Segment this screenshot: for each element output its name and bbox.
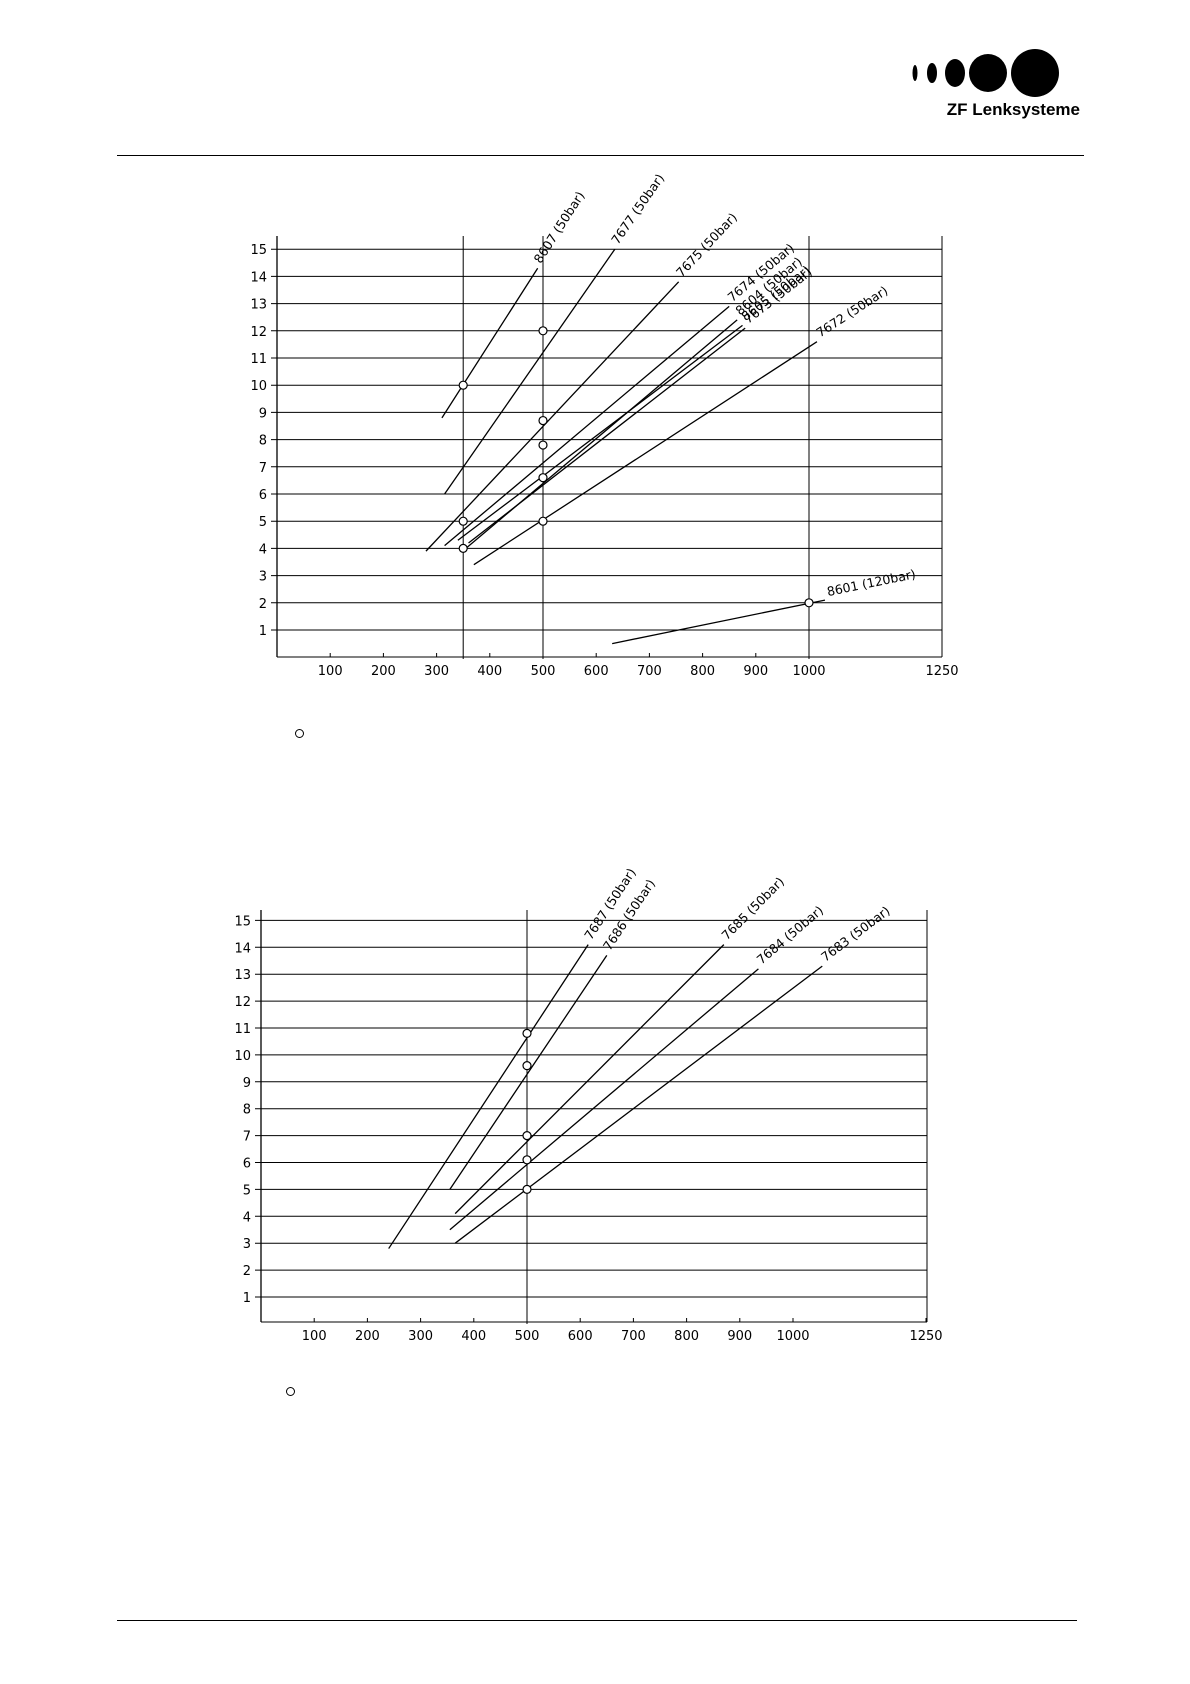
y-tick-label: 6 — [243, 1157, 251, 1172]
y-tick-label: 11 — [250, 352, 267, 367]
x-tick-label: 200 — [355, 1329, 380, 1344]
series-label-group: 7683 (50bar) — [818, 903, 893, 964]
y-tick-label: 5 — [259, 515, 267, 530]
y-tick-label: 11 — [234, 1022, 251, 1037]
y-tick-label: 3 — [243, 1237, 251, 1252]
x-tick-label: 1250 — [925, 664, 958, 679]
series-marker — [804, 598, 814, 608]
zf-logo: ZF Lenksysteme — [900, 48, 1080, 123]
series-marker — [522, 1184, 532, 1195]
series-marker — [538, 516, 548, 526]
series-line — [444, 248, 616, 495]
y-tick-label: 10 — [234, 1049, 251, 1064]
series-line — [473, 341, 818, 566]
x-tick-label: 800 — [690, 664, 715, 679]
series-marker — [538, 326, 548, 336]
logo-text: ZF Lenksysteme — [946, 100, 1080, 119]
x-tick-label: 900 — [743, 664, 768, 679]
x-tick-label: 600 — [584, 664, 609, 679]
x-tick-label: 400 — [461, 1329, 486, 1344]
series-marker — [458, 516, 468, 526]
series-line — [441, 267, 539, 419]
series-line — [449, 968, 759, 1231]
x-tick-label: 100 — [302, 1329, 327, 1344]
y-tick-label: 6 — [259, 488, 267, 503]
series-marker — [522, 1061, 532, 1071]
series-label: 7684 (50bar) — [754, 903, 826, 968]
series-marker — [458, 543, 468, 554]
series-marker — [538, 473, 548, 483]
series-marker — [522, 1130, 532, 1141]
series-line — [454, 965, 823, 1244]
series-line — [449, 955, 608, 1190]
x-tick-label: 1000 — [792, 664, 825, 679]
x-tick-label: 1000 — [776, 1329, 809, 1344]
x-tick-label: 300 — [424, 664, 449, 679]
x-tick-label: 500 — [531, 664, 556, 679]
y-tick-label: 1 — [259, 624, 267, 639]
y-tick-label: 12 — [250, 325, 267, 340]
y-tick-label: 2 — [259, 597, 267, 612]
x-tick-label: 700 — [637, 664, 662, 679]
x-tick-label: 700 — [621, 1329, 646, 1344]
legend-circle-marker-bottom — [286, 1387, 295, 1396]
y-tick-label: 14 — [250, 270, 267, 285]
series-marker — [538, 415, 548, 426]
series-marker — [458, 380, 468, 390]
y-tick-label: 15 — [250, 243, 267, 258]
series-line — [388, 944, 589, 1249]
y-tick-label: 8 — [259, 434, 267, 449]
footer-rule — [117, 1620, 1077, 1621]
logo-dots-icon — [912, 49, 1059, 97]
y-tick-label: 15 — [234, 914, 251, 929]
y-tick-label: 10 — [250, 379, 267, 394]
x-tick-label: 100 — [318, 664, 343, 679]
series-marker — [538, 440, 548, 450]
y-tick-label: 2 — [243, 1264, 251, 1279]
y-tick-label: 7 — [243, 1130, 251, 1145]
series-label: 7685 (50bar) — [718, 874, 787, 943]
y-tick-label: 12 — [234, 995, 251, 1010]
series-line — [444, 305, 730, 547]
y-tick-label: 14 — [234, 941, 251, 956]
x-tick-label: 500 — [515, 1329, 540, 1344]
legend-circle-marker-top — [295, 729, 304, 738]
x-tick-label: 1250 — [909, 1329, 942, 1344]
x-tick-label: 200 — [371, 664, 396, 679]
series-marker — [522, 1155, 532, 1165]
series-label: 7683 (50bar) — [818, 903, 893, 964]
y-tick-label: 13 — [234, 968, 251, 983]
series-line — [612, 599, 826, 645]
y-tick-label: 4 — [243, 1210, 251, 1225]
series-line — [468, 327, 746, 544]
y-tick-label: 1 — [243, 1291, 251, 1306]
series-line — [454, 944, 725, 1215]
y-tick-label: 13 — [250, 298, 267, 313]
series-label-group: 7685 (50bar) — [718, 874, 787, 943]
series-marker — [522, 1028, 532, 1038]
y-tick-label: 7 — [259, 461, 267, 476]
y-tick-label: 9 — [259, 406, 267, 421]
y-tick-label: 9 — [243, 1076, 251, 1091]
series-line — [457, 324, 743, 541]
series-label-group: 7684 (50bar) — [754, 903, 826, 968]
y-tick-label: 3 — [259, 570, 267, 585]
series-line — [425, 281, 680, 552]
y-tick-label: 5 — [243, 1183, 251, 1198]
y-tick-label: 8 — [243, 1103, 251, 1118]
header-rule — [117, 155, 1084, 156]
y-tick-label: 4 — [259, 542, 267, 557]
x-tick-label: 800 — [674, 1329, 699, 1344]
x-tick-label: 300 — [408, 1329, 433, 1344]
x-tick-label: 600 — [568, 1329, 593, 1344]
x-tick-label: 900 — [727, 1329, 752, 1344]
x-tick-label: 400 — [477, 664, 502, 679]
